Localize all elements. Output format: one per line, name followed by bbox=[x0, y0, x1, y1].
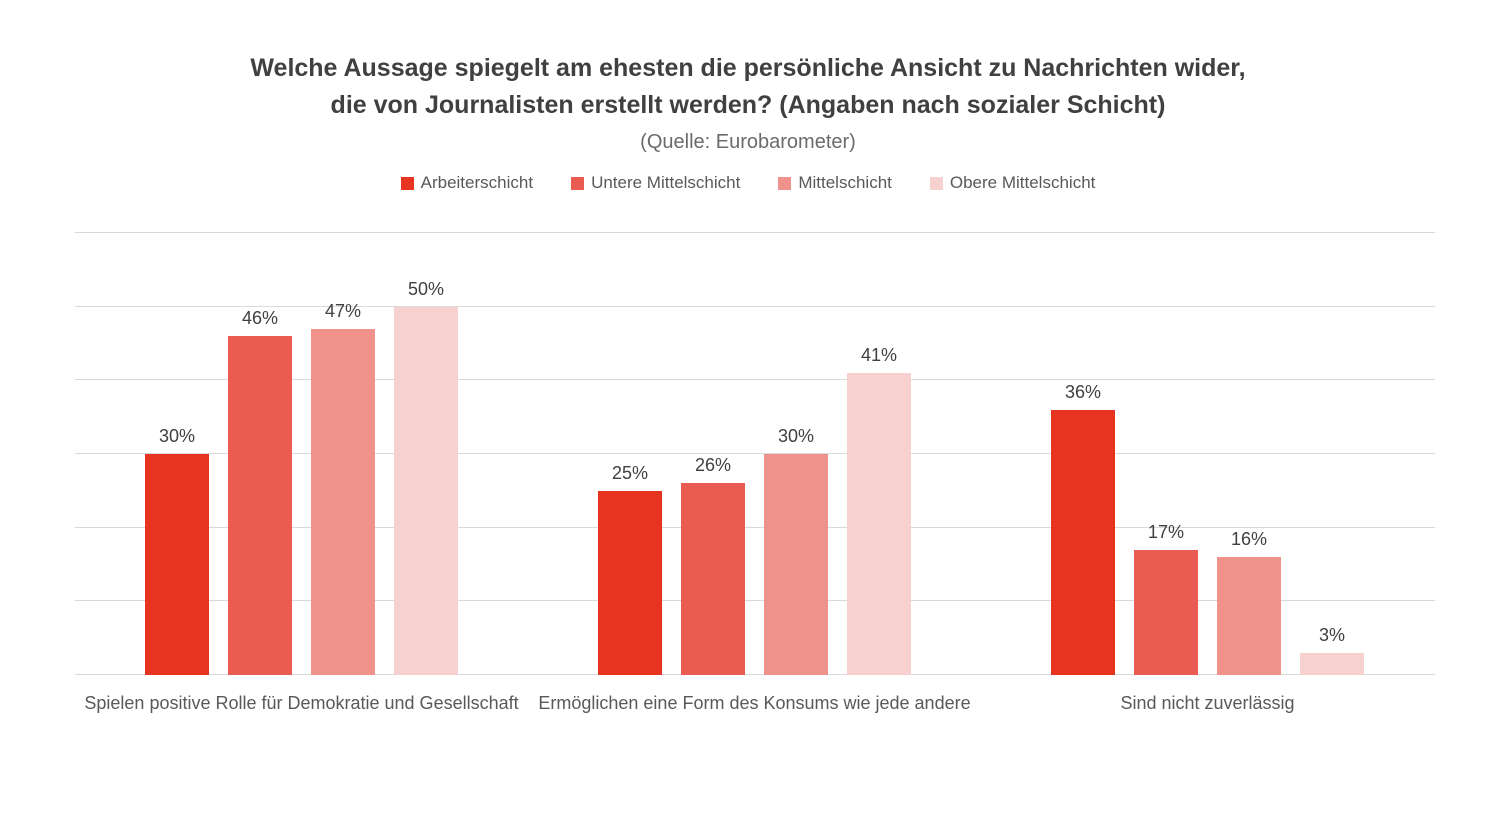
legend-swatch-icon bbox=[400, 176, 414, 190]
gridline-50 bbox=[75, 305, 1435, 307]
bar-untere-mittelschicht bbox=[681, 483, 745, 675]
bar-wrap: 26% bbox=[681, 233, 745, 675]
bar-untere-mittelschicht bbox=[228, 336, 292, 675]
bar-arbeiterschicht bbox=[598, 490, 662, 675]
bar-value-label: 50% bbox=[407, 278, 445, 299]
gridline-0 bbox=[75, 674, 1435, 675]
bar-wrap: 30% bbox=[145, 233, 209, 675]
bar-obere-mittelschicht bbox=[394, 306, 458, 675]
category-label-2: Ermöglichen eine Form des Konsums wie je… bbox=[538, 693, 971, 713]
bar-wrap: 41% bbox=[847, 233, 911, 675]
gridline-20 bbox=[75, 526, 1435, 528]
bar-value-label: 25% bbox=[611, 462, 649, 483]
bar-arbeiterschicht bbox=[145, 454, 209, 675]
legend-item-2: Untere Mittelschicht bbox=[571, 173, 740, 193]
bar-wrap: 46% bbox=[228, 233, 292, 675]
bar-obere-mittelschicht bbox=[847, 372, 911, 675]
bar-value-label: 30% bbox=[777, 426, 815, 446]
gridline-10 bbox=[75, 600, 1435, 602]
bar-arbeiterschicht bbox=[1051, 409, 1115, 675]
legend: Arbeiterschicht Untere Mittelschicht Mitte… bbox=[0, 173, 1496, 193]
bar-group-1: 30% 46% 47% 50% bbox=[145, 233, 458, 675]
bar-value-label: 41% bbox=[860, 344, 898, 365]
legend-label: Mittelschicht bbox=[798, 173, 892, 192]
bar-value-label: 16% bbox=[1230, 529, 1268, 550]
bar-wrap: 47% bbox=[311, 233, 375, 675]
bar-wrap: 50% bbox=[394, 233, 458, 675]
legend-item-3: Mittelschicht bbox=[778, 173, 892, 193]
bar-value-label: 36% bbox=[1064, 381, 1102, 402]
legend-swatch-icon bbox=[778, 176, 792, 190]
category-label-3: Sind nicht zuverlässig bbox=[1120, 693, 1295, 713]
legend-swatch-icon bbox=[571, 176, 585, 190]
bar-mittelschicht bbox=[764, 454, 828, 675]
bar-value-label: 46% bbox=[241, 308, 279, 329]
legend-item-1: Arbeiterschicht bbox=[400, 173, 534, 193]
bar-group-2: 25% 26% 30% 41% bbox=[598, 233, 911, 675]
bar-value-label: 47% bbox=[324, 300, 362, 321]
bar-value-label: 17% bbox=[1147, 521, 1185, 542]
bar-wrap: 25% bbox=[598, 233, 662, 675]
bar-group-3: 36% 17% 16% 3% bbox=[1051, 233, 1364, 675]
legend-label: Untere Mittelschicht bbox=[591, 173, 741, 192]
category-label-1: Spielen positive Rolle für Demokratie un… bbox=[84, 693, 519, 713]
chart-title-line1: Welche Aussage spiegelt am ehesten die p… bbox=[250, 54, 1246, 82]
bar-wrap: 36% bbox=[1051, 233, 1115, 675]
gridline-40 bbox=[75, 379, 1435, 381]
bar-value-label: 26% bbox=[694, 455, 732, 476]
chart-title-line2: die von Journalisten erstellt werden? (A… bbox=[330, 91, 1166, 119]
gridline-60 bbox=[75, 232, 1435, 233]
legend-label: Obere Mittelschicht bbox=[949, 173, 1096, 192]
bar-value-label: 3% bbox=[1318, 624, 1345, 645]
plot-area: 30% 46% 47% 50% Spielen positive Rolle für D… bbox=[75, 232, 1435, 713]
chart-header: Welche Aussage spiegelt am ehesten die p… bbox=[0, 0, 1496, 193]
gridline-30 bbox=[75, 453, 1435, 454]
legend-item-4: Obere Mittelschicht bbox=[929, 173, 1096, 193]
bar-wrap: 30% bbox=[764, 233, 828, 675]
bar-value-label: 30% bbox=[158, 426, 196, 446]
bar-untere-mittelschicht bbox=[1134, 549, 1198, 675]
chart-source: (Quelle: Eurobarometer) bbox=[640, 131, 856, 153]
bar-wrap: 16% bbox=[1217, 233, 1281, 675]
bar-wrap: 17% bbox=[1134, 233, 1198, 675]
bar-wrap: 3% bbox=[1300, 233, 1364, 675]
bar-obere-mittelschicht bbox=[1300, 652, 1364, 675]
legend-swatch-icon bbox=[929, 176, 943, 190]
bar-mittelschicht bbox=[1217, 557, 1281, 675]
legend-label: Arbeiterschicht bbox=[420, 173, 534, 192]
bar-mittelschicht bbox=[311, 328, 375, 675]
